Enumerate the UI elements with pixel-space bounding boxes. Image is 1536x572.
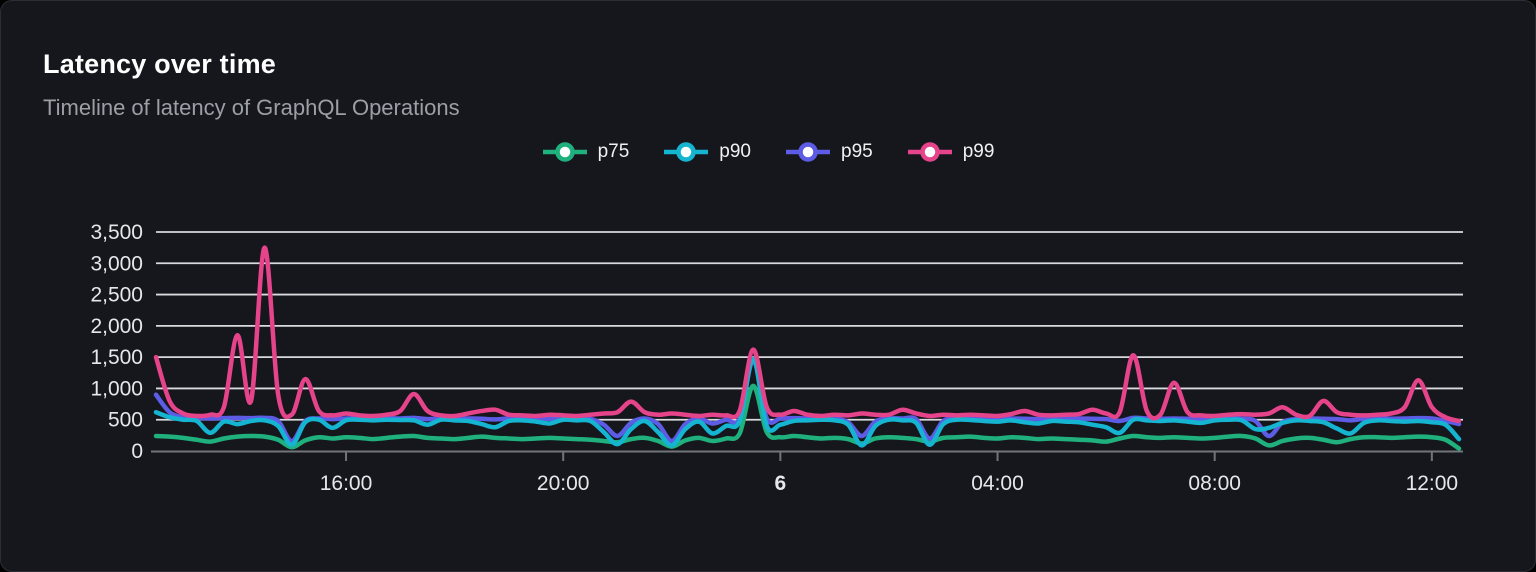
y-axis-tick-label: 1,500 <box>90 346 143 369</box>
series-line-p99[interactable] <box>153 245 1462 424</box>
chart-subtitle: Timeline of latency of GraphQL Operation… <box>43 95 460 120</box>
legend-label-p99: p99 <box>962 141 995 162</box>
legend-marker-p75 <box>542 142 587 162</box>
legend-marker-p90 <box>664 142 709 162</box>
plot-area[interactable] <box>156 202 1459 451</box>
series-line-p75[interactable] <box>153 383 1462 451</box>
x-axis-tick-label: 16:00 <box>320 472 373 495</box>
y-axis-tick-label: 3,000 <box>90 252 143 275</box>
x-axis-tick-label: 12:00 <box>1406 472 1459 495</box>
x-axis-tick-label: 6 <box>775 472 787 495</box>
legend-marker-p95 <box>786 142 830 162</box>
y-axis-tick-label: 2,000 <box>90 315 143 338</box>
legend-label-p75: p75 <box>597 141 630 162</box>
x-axis-labels: 16:00 20:00 6 04:00 08:00 12:00 <box>320 452 1458 495</box>
legend-item-p99[interactable]: p99 <box>907 140 995 164</box>
legend-item-p90[interactable]: p90 <box>663 140 751 164</box>
y-axis-tick-label: 3,500 <box>90 221 143 244</box>
legend-label-p90: p90 <box>719 141 751 162</box>
chart-legend: p75 p90 p95 p99 <box>1 140 1535 164</box>
y-axis-tick-label: 2,500 <box>90 284 143 307</box>
legend-item-p95[interactable]: p95 <box>785 140 873 164</box>
x-axis-tick-label: 20:00 <box>537 472 590 495</box>
y-axis-tick-label: 500 <box>108 409 143 432</box>
legend-item-p75[interactable]: p75 <box>542 140 630 164</box>
y-axis-tick-label: 1,000 <box>90 377 143 400</box>
y-axis-tick-label: 0 <box>131 440 143 463</box>
chart-title: Latency over time <box>43 49 276 79</box>
x-axis-tick-label: 08:00 <box>1188 472 1241 495</box>
legend-marker-p99 <box>907 142 952 162</box>
x-axis-tick-label: 04:00 <box>971 472 1024 495</box>
legend-label-p95: p95 <box>841 141 873 162</box>
y-axis-labels: 0 500 1,000 1,500 2,000 2,500 3,000 3,500 <box>90 221 143 463</box>
series-line-p90[interactable] <box>153 356 1462 448</box>
